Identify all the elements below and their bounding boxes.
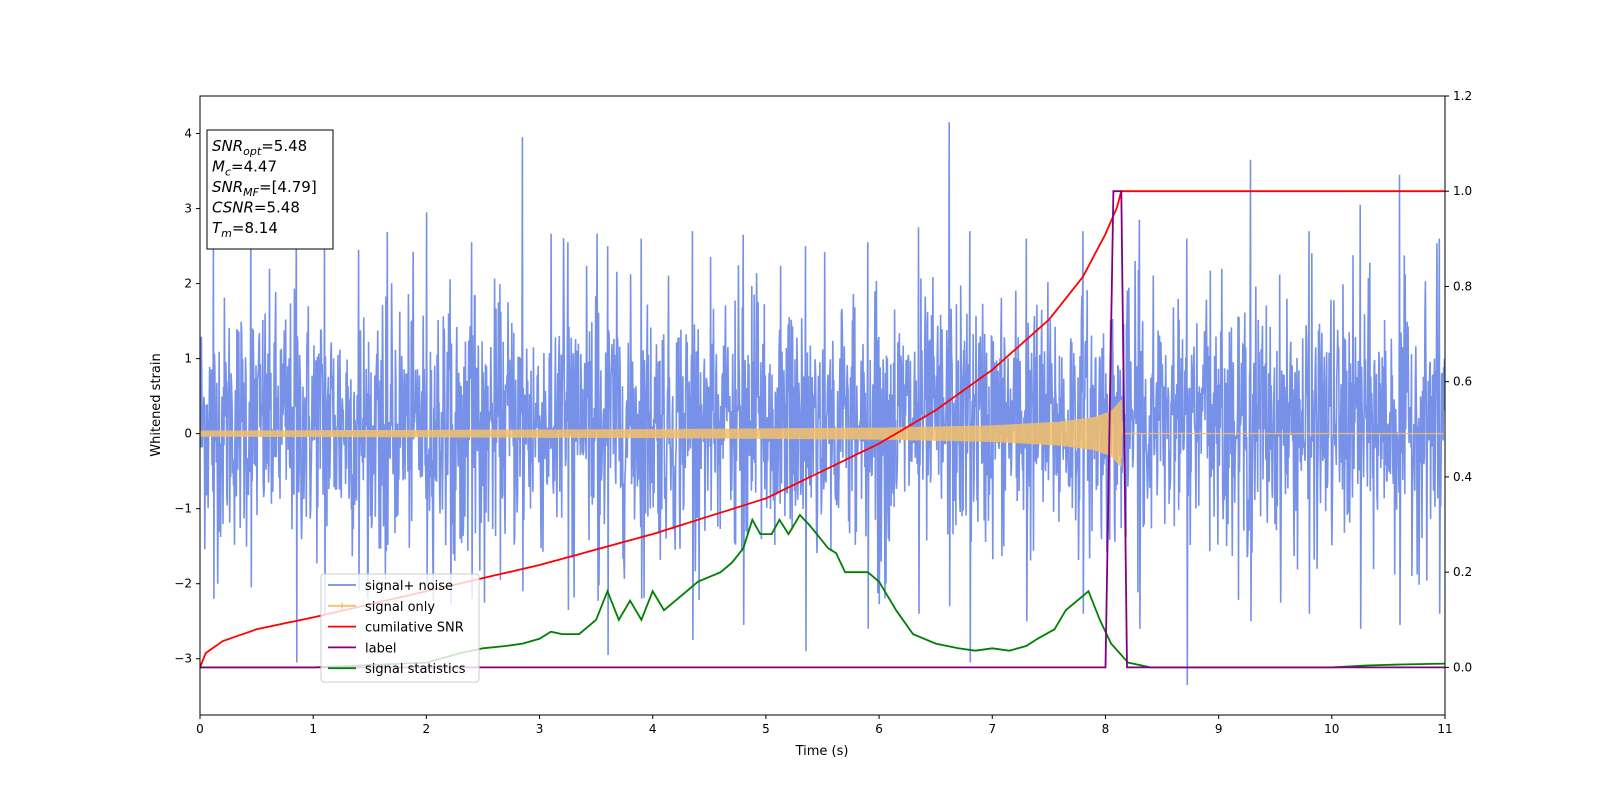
y-tick-label-left: 2 — [184, 277, 192, 291]
y-tick-label-right: 0.2 — [1453, 565, 1472, 579]
legend: signal+ noise signal only cumilative SNR la… — [320, 573, 480, 683]
y-axis-label-left: Whitened strain — [149, 353, 164, 456]
legend-label: cumilative SNR — [365, 621, 464, 636]
y-tick-label-right: 1.0 — [1453, 184, 1472, 198]
x-tick-label: 0 — [196, 722, 204, 736]
y-tick-label-right: 0.0 — [1453, 660, 1472, 674]
x-tick-label: 3 — [536, 722, 544, 736]
x-tick-label: 7 — [988, 722, 996, 736]
y-tick-label-right: 0.8 — [1453, 279, 1472, 293]
legend-label: signal only — [365, 600, 435, 615]
x-tick-label: 5 — [762, 722, 770, 736]
legend-label: signal statistics — [365, 662, 466, 677]
y-tick-label-right: 1.2 — [1453, 89, 1472, 103]
info-box-line: SNRMF=[4.79] — [212, 178, 317, 199]
y-tick-label-left: −3 — [174, 652, 192, 666]
y-tick-label-left: 1 — [184, 352, 192, 366]
y-tick-label-left: 4 — [184, 127, 192, 141]
y-tick-label-left: 0 — [184, 427, 192, 441]
plot-area — [200, 122, 1445, 686]
x-tick-label: 4 — [649, 722, 657, 736]
axes: 0 1 2 3 4 5 6 7 8 9 10 11 −3 −2 −1 0 1 2 3 4 0.0 0.2 0.4 0.6 0.8… — [174, 89, 1472, 736]
legend-label: label — [365, 641, 396, 656]
info-box-line: SNRopt=5.48 — [212, 137, 307, 158]
info-box-frame — [206, 129, 334, 250]
series-signal-noise — [200, 122, 1445, 686]
x-tick-label: 9 — [1215, 722, 1223, 736]
series-label — [200, 190, 1445, 669]
legend-label: signal+ noise — [365, 579, 453, 594]
x-tick-label: 2 — [423, 722, 431, 736]
x-tick-label: 10 — [1324, 722, 1339, 736]
x-tick-label: 8 — [1102, 722, 1110, 736]
axes-frame — [199, 95, 1446, 716]
y-tick-label-left: 3 — [184, 202, 192, 216]
info-box-line: Mc=4.47 — [212, 158, 277, 179]
x-axis-label: Time (s) — [795, 744, 849, 759]
series-signal-statistics — [200, 513, 1445, 669]
info-box-line: Tm=8.14 — [212, 219, 278, 240]
y-tick-label-left: −1 — [174, 502, 192, 516]
y-tick-label-right: 0.4 — [1453, 470, 1472, 484]
x-tick-label: 1 — [309, 722, 317, 736]
x-tick-label: 11 — [1437, 722, 1452, 736]
x-tick-label: 6 — [875, 722, 883, 736]
legend-frame — [320, 573, 480, 683]
y-tick-label-right: 0.6 — [1453, 375, 1472, 389]
y-tick-label-left: −2 — [174, 577, 192, 591]
series-signal-only — [200, 399, 1445, 467]
info-box-line: CSNR=5.48 — [212, 199, 300, 217]
